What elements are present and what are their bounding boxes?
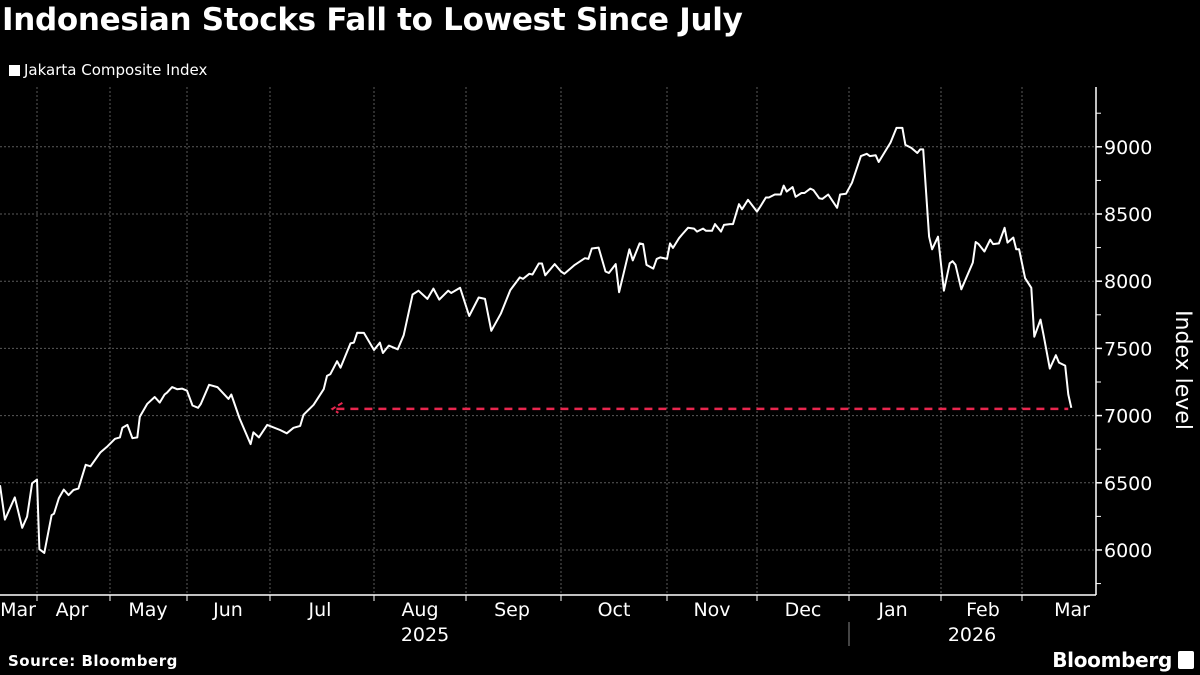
- arrow-head-icon: [330, 402, 343, 414]
- x-tick-label: Nov: [693, 599, 730, 621]
- y-tick-label: 6500: [1104, 473, 1152, 495]
- axes: 6000 6500 7000 7500 8000 8500 9000 Mar Apr May Jun…: [0, 87, 1152, 646]
- legend: Jakarta Composite Index: [9, 61, 207, 79]
- brand-name: Bloomberg: [1052, 648, 1172, 672]
- x-tick-label: Sep: [494, 599, 530, 621]
- year-label: 2026: [948, 624, 996, 646]
- grid: [0, 87, 1096, 595]
- x-tick-label: Jan: [877, 599, 907, 621]
- x-tick-label: Jul: [308, 599, 332, 621]
- source-note: Source: Bloomberg: [8, 652, 178, 670]
- x-tick-label: Jun: [212, 599, 243, 621]
- y-tick-label: 7500: [1104, 338, 1152, 360]
- y-axis-label: Index level: [1170, 310, 1195, 430]
- x-tick-label: Aug: [401, 599, 438, 621]
- x-tick-label: Mar: [1054, 599, 1090, 621]
- x-tick-label: Oct: [598, 599, 631, 621]
- x-tick-label: Dec: [785, 599, 822, 621]
- x-tick-label: Feb: [966, 599, 1000, 621]
- reference-line-group: [330, 402, 1069, 414]
- y-tick-label: 7000: [1104, 406, 1152, 428]
- legend-label: Jakarta Composite Index: [24, 61, 208, 79]
- legend-swatch: [9, 64, 20, 76]
- bloomberg-terminal-icon: [1178, 651, 1194, 669]
- chart-title: Indonesian Stocks Fall to Lowest Since J…: [2, 2, 743, 38]
- y-tick-label: 6000: [1104, 540, 1152, 562]
- x-tick-label: Apr: [56, 599, 89, 621]
- series-line-jakarta-composite-index: [0, 126, 1073, 554]
- x-tick-label: May: [128, 599, 167, 621]
- year-label: 2025: [401, 624, 449, 646]
- y-tick-label: 8000: [1104, 271, 1152, 293]
- bloomberg-logo: Bloomberg: [1052, 648, 1194, 672]
- y-tick-label: 8500: [1104, 204, 1152, 226]
- x-tick-label: Mar: [0, 599, 36, 621]
- y-tick-label: 9000: [1104, 137, 1152, 159]
- series-group: [0, 126, 1073, 554]
